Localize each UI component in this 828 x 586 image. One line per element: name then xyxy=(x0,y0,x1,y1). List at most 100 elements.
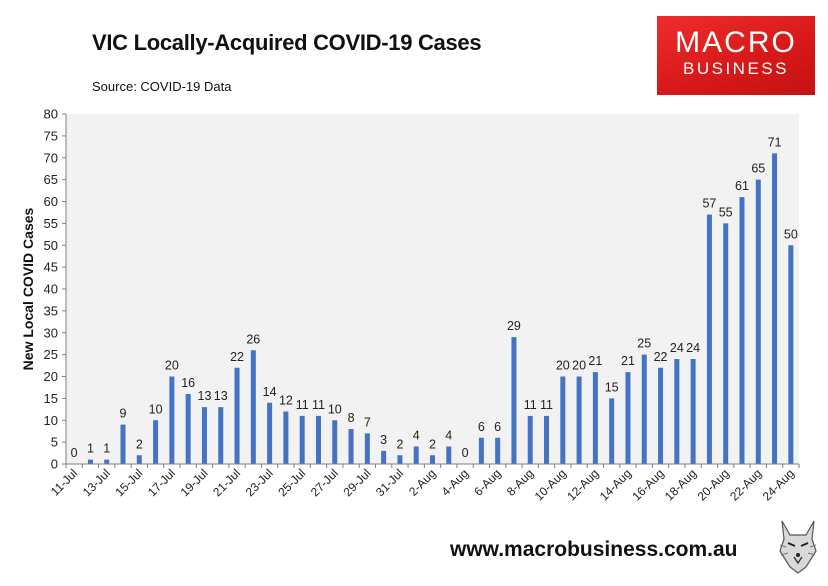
plot-area xyxy=(66,114,799,464)
bar xyxy=(397,455,403,464)
bar xyxy=(478,437,484,464)
bar xyxy=(625,372,631,464)
bar xyxy=(234,367,240,464)
y-tick-label: 50 xyxy=(44,238,58,253)
x-tick-label: 27-Jul xyxy=(308,466,341,499)
bar xyxy=(250,350,256,464)
y-tick-label: 35 xyxy=(44,303,58,318)
y-tick-label: 10 xyxy=(44,413,58,428)
data-label: 11 xyxy=(312,398,325,412)
x-tick-label: 29-Jul xyxy=(340,466,373,499)
data-label: 55 xyxy=(719,205,733,219)
bar xyxy=(723,223,729,464)
data-label: 11 xyxy=(524,398,537,412)
bar xyxy=(706,214,712,464)
bar xyxy=(576,376,582,464)
data-label: 20 xyxy=(165,359,179,373)
bar xyxy=(185,394,191,464)
x-tick-label: 23-Jul xyxy=(243,466,276,499)
x-tick-label: 12-Aug xyxy=(564,466,601,503)
y-axis-label: New Local COVID Cases xyxy=(20,207,36,370)
data-label: 3 xyxy=(380,433,387,447)
website-url[interactable]: www.macrobusiness.com.au xyxy=(450,538,738,561)
bar xyxy=(755,179,761,464)
bar xyxy=(381,450,387,464)
x-tick-label: 21-Jul xyxy=(210,466,243,499)
bar xyxy=(315,415,321,464)
data-label: 25 xyxy=(637,337,651,351)
data-label: 6 xyxy=(478,420,485,434)
y-tick-label: 45 xyxy=(44,260,58,275)
bar xyxy=(609,398,615,464)
y-tick-label: 5 xyxy=(51,435,58,450)
data-label: 1 xyxy=(87,442,94,456)
macro-business-logo: MACRO BUSINESS xyxy=(657,16,815,95)
chart-title: VIC Locally-Acquired COVID-19 Cases xyxy=(92,30,482,55)
x-tick-label: 6-Aug xyxy=(471,466,504,499)
data-label: 14 xyxy=(263,385,277,399)
y-tick-label: 60 xyxy=(44,194,58,209)
bar xyxy=(169,376,175,464)
x-tick-label: 18-Aug xyxy=(662,466,699,503)
bar xyxy=(592,372,598,464)
x-tick-label: 24-Aug xyxy=(760,466,797,503)
y-tick-label: 80 xyxy=(44,107,58,122)
y-tick-label: 40 xyxy=(44,282,58,297)
data-label: 21 xyxy=(621,354,635,368)
bar xyxy=(544,415,550,464)
bar xyxy=(658,367,664,464)
data-label: 10 xyxy=(149,402,163,416)
logo-line-macro: MACRO xyxy=(675,26,797,59)
bar xyxy=(136,455,142,464)
y-tick-label: 55 xyxy=(44,216,58,231)
data-label: 26 xyxy=(246,332,260,346)
bar xyxy=(283,411,289,464)
data-label: 13 xyxy=(214,389,228,403)
x-tick-label: 17-Jul xyxy=(145,466,178,499)
data-label: 12 xyxy=(279,394,293,408)
bar xyxy=(153,420,159,464)
data-label: 2 xyxy=(396,437,403,451)
x-tick-label: 20-Aug xyxy=(695,466,732,503)
bar xyxy=(495,437,501,464)
data-label: 8 xyxy=(348,411,355,425)
x-tick-label: 2-Aug xyxy=(406,466,439,499)
y-tick-label: 75 xyxy=(44,128,58,143)
bar xyxy=(299,415,305,464)
bar-series xyxy=(87,153,794,464)
bar xyxy=(120,424,126,464)
data-label: 6 xyxy=(494,420,501,434)
bar xyxy=(87,459,93,464)
wolf-mascot-icon xyxy=(776,517,820,575)
x-tick-label: 10-Aug xyxy=(532,466,569,503)
data-label: 50 xyxy=(784,227,798,241)
bar xyxy=(772,153,778,464)
bar xyxy=(430,455,435,464)
data-label: 61 xyxy=(735,179,749,193)
bar xyxy=(413,446,419,464)
data-label: 22 xyxy=(230,350,244,364)
x-tick-label: 22-Aug xyxy=(727,466,764,503)
data-label: 7 xyxy=(364,415,371,429)
bar xyxy=(674,359,680,464)
y-tick-label: 15 xyxy=(44,391,58,406)
data-label: 13 xyxy=(198,389,212,403)
data-label: 2 xyxy=(429,437,436,451)
bar xyxy=(446,446,452,464)
data-label: 4 xyxy=(445,429,452,443)
data-label: 57 xyxy=(702,197,716,211)
data-label: 9 xyxy=(120,407,127,421)
data-label: 10 xyxy=(328,402,342,416)
data-label: 29 xyxy=(507,319,521,333)
x-tick-label: 16-Aug xyxy=(629,466,666,503)
y-tick-label: 65 xyxy=(44,172,58,187)
bar xyxy=(267,402,273,464)
bar xyxy=(348,429,354,464)
x-tick-label: 13-Jul xyxy=(80,466,113,499)
x-tick-label: 14-Aug xyxy=(597,466,634,503)
data-label: 24 xyxy=(686,341,700,355)
bar xyxy=(739,197,745,464)
data-label: 24 xyxy=(670,341,684,355)
y-tick-label: 30 xyxy=(44,325,58,340)
data-label: 20 xyxy=(556,359,570,373)
